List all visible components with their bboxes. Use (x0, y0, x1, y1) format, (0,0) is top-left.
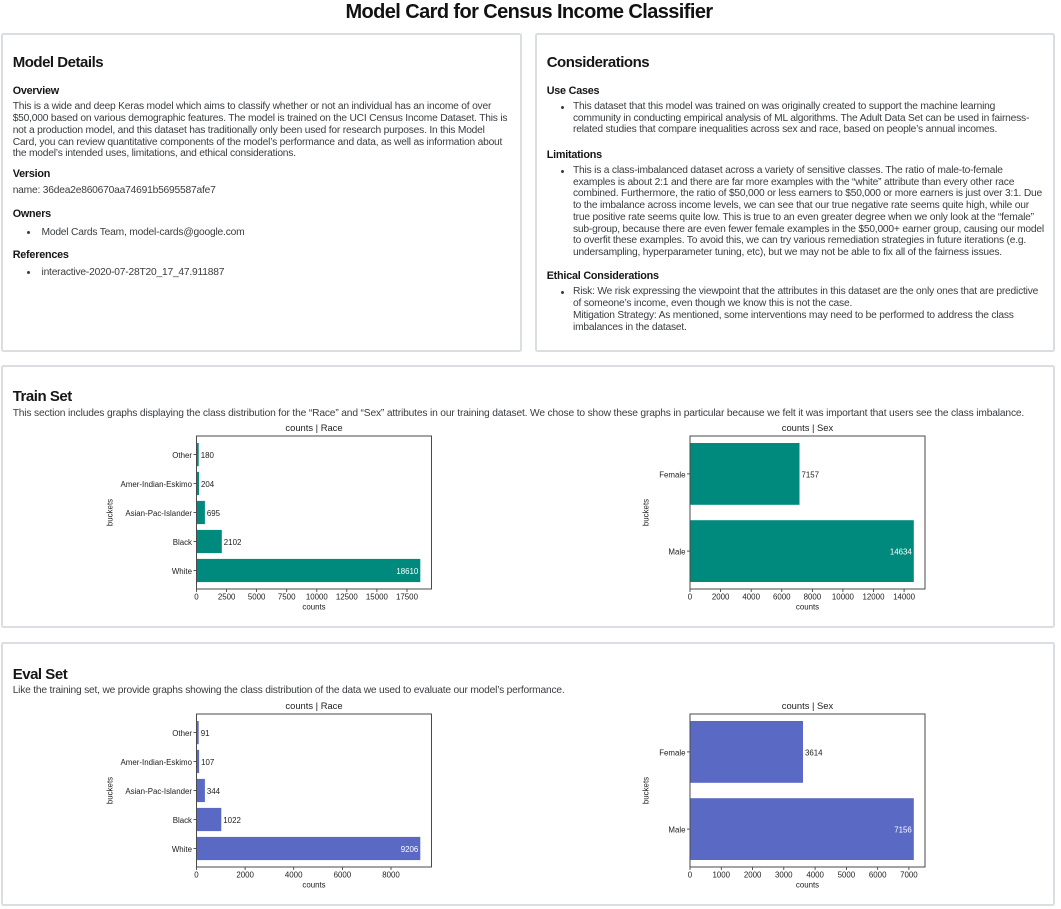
svg-text:counts: counts (796, 880, 819, 889)
svg-text:2000: 2000 (236, 870, 254, 879)
svg-text:Female: Female (659, 748, 686, 757)
svg-text:107: 107 (201, 758, 214, 767)
svg-text:6000: 6000 (773, 592, 791, 601)
svg-text:White: White (172, 567, 193, 576)
svg-text:7500: 7500 (278, 592, 296, 601)
svg-text:Male: Male (668, 826, 686, 835)
svg-text:12500: 12500 (336, 592, 359, 601)
svg-text:Other: Other (172, 729, 192, 738)
svg-text:4000: 4000 (285, 870, 303, 879)
svg-text:Black: Black (173, 538, 192, 547)
svg-text:1022: 1022 (223, 816, 241, 825)
svg-text:3000: 3000 (775, 870, 793, 879)
svg-text:7156: 7156 (894, 826, 912, 835)
svg-text:14634: 14634 (890, 548, 913, 557)
svg-text:White: White (172, 845, 193, 854)
svg-text:9206: 9206 (401, 845, 419, 854)
svg-text:Asian-Pac-Islander: Asian-Pac-Islander (125, 787, 192, 796)
svg-text:4000: 4000 (742, 592, 760, 601)
svg-text:15000: 15000 (366, 592, 389, 601)
svg-text:counts | Race: counts | Race (285, 422, 342, 433)
svg-text:18610: 18610 (396, 567, 419, 576)
svg-text:Male: Male (668, 548, 686, 557)
svg-text:0: 0 (688, 870, 693, 879)
svg-text:12000: 12000 (863, 592, 886, 601)
svg-text:counts | Sex: counts | Sex (782, 700, 834, 711)
svg-text:counts: counts (796, 602, 819, 611)
svg-text:344: 344 (207, 787, 221, 796)
svg-text:6000: 6000 (869, 870, 887, 879)
svg-text:14000: 14000 (893, 592, 916, 601)
svg-text:5000: 5000 (838, 870, 856, 879)
svg-text:buckets: buckets (106, 777, 115, 804)
svg-text:204: 204 (201, 480, 215, 489)
svg-text:8000: 8000 (382, 870, 400, 879)
svg-text:8000: 8000 (804, 592, 822, 601)
svg-text:7000: 7000 (900, 870, 918, 879)
svg-text:1000: 1000 (713, 870, 731, 879)
svg-text:180: 180 (201, 451, 215, 460)
svg-text:695: 695 (207, 509, 221, 518)
svg-text:6000: 6000 (334, 870, 352, 879)
svg-text:2000: 2000 (744, 870, 762, 879)
svg-text:counts: counts (302, 602, 325, 611)
svg-text:3614: 3614 (805, 748, 823, 757)
svg-text:Female: Female (659, 470, 686, 479)
svg-text:10000: 10000 (832, 592, 855, 601)
svg-text:counts | Race: counts | Race (285, 700, 342, 711)
svg-text:counts: counts (302, 880, 325, 889)
svg-text:0: 0 (688, 592, 693, 601)
svg-text:2000: 2000 (712, 592, 730, 601)
svg-text:Amer-Indian-Eskimo: Amer-Indian-Eskimo (121, 480, 193, 489)
svg-text:91: 91 (201, 729, 210, 738)
svg-text:buckets: buckets (106, 499, 115, 526)
svg-text:Black: Black (173, 816, 192, 825)
svg-text:0: 0 (194, 870, 199, 879)
svg-text:2102: 2102 (224, 538, 242, 547)
svg-text:5000: 5000 (248, 592, 266, 601)
svg-text:Amer-Indian-Eskimo: Amer-Indian-Eskimo (121, 758, 193, 767)
svg-text:buckets: buckets (642, 777, 651, 804)
svg-text:4000: 4000 (806, 870, 824, 879)
svg-text:10000: 10000 (306, 592, 329, 601)
svg-text:0: 0 (194, 592, 199, 601)
svg-text:7157: 7157 (802, 470, 820, 479)
svg-text:2500: 2500 (218, 592, 236, 601)
svg-text:17500: 17500 (396, 592, 419, 601)
svg-text:Other: Other (172, 451, 192, 460)
svg-text:buckets: buckets (642, 499, 651, 526)
svg-text:Asian-Pac-Islander: Asian-Pac-Islander (125, 509, 192, 518)
svg-text:counts | Sex: counts | Sex (782, 422, 834, 433)
